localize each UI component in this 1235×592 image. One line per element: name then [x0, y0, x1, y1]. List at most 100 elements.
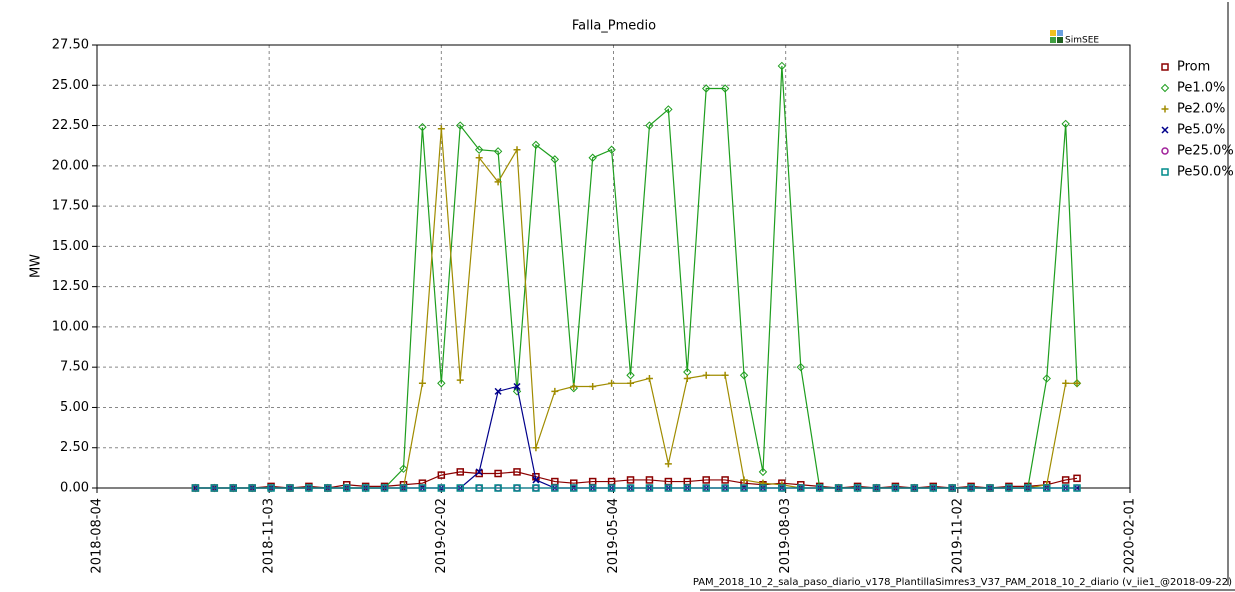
chart-title: Falla_Pmedio [572, 19, 656, 34]
marker [721, 476, 729, 484]
marker [493, 147, 503, 156]
marker [853, 484, 862, 492]
marker [664, 105, 673, 114]
marker [1061, 119, 1070, 129]
y-tick-label: 25.00 [52, 78, 89, 93]
marker [456, 468, 465, 476]
marker [191, 484, 200, 492]
x-tick-label: 2019-08-03 [778, 498, 793, 574]
marker [797, 484, 805, 492]
marker [1073, 474, 1081, 483]
marker [456, 121, 465, 130]
marker [929, 484, 937, 492]
legend-label: Pe50.0% [1177, 165, 1234, 180]
series [191, 484, 1081, 492]
marker [551, 387, 559, 395]
logo-square [1050, 30, 1056, 36]
marker [588, 484, 597, 492]
marker [286, 484, 294, 492]
marker [1061, 484, 1070, 492]
y-tick-label: 2.50 [60, 440, 89, 455]
marker [758, 467, 768, 477]
marker [721, 484, 729, 492]
marker [570, 479, 578, 487]
y-tick-label: 15.00 [52, 239, 89, 254]
marker [513, 484, 521, 492]
x-tick-label: 2018-11-03 [262, 498, 277, 574]
y-tick-label: 20.00 [52, 158, 89, 173]
marker [759, 484, 767, 492]
marker [1073, 379, 1081, 387]
series [191, 382, 1081, 492]
marker [1161, 63, 1169, 71]
marker [1024, 484, 1032, 492]
marker [513, 382, 521, 391]
marker [664, 460, 672, 468]
marker [342, 484, 351, 492]
marker [418, 379, 426, 387]
legend-item: Prom [1161, 60, 1210, 75]
marker [626, 371, 635, 380]
marker [532, 444, 540, 452]
legend-item: Pe5.0% [1161, 123, 1225, 138]
marker [494, 469, 502, 478]
y-tick-label: 7.50 [60, 360, 89, 375]
marker [324, 484, 332, 492]
series [191, 125, 1081, 492]
marker [1073, 484, 1081, 492]
marker [399, 464, 408, 473]
legend-item: Pe2.0% [1161, 102, 1225, 117]
marker [361, 484, 370, 492]
marker [739, 371, 749, 380]
marker [796, 362, 806, 372]
marker [570, 383, 578, 391]
marker [627, 379, 635, 387]
marker [513, 468, 521, 476]
marker [645, 484, 654, 492]
marker [834, 484, 843, 492]
marker [778, 484, 786, 492]
marker [645, 374, 653, 382]
marker [1043, 484, 1051, 492]
marker [305, 484, 313, 492]
marker [702, 476, 710, 484]
marker [701, 84, 711, 93]
marker [607, 484, 616, 492]
marker [891, 484, 900, 492]
legend-label: Pe5.0% [1177, 123, 1225, 138]
marker [683, 374, 691, 382]
marker [1005, 484, 1013, 492]
logo-square [1057, 37, 1063, 43]
marker [475, 484, 483, 492]
marker [740, 476, 748, 484]
marker [418, 479, 427, 487]
marker [720, 84, 730, 93]
marker [1072, 379, 1082, 388]
footer: PAM_2018_10_2_sala_paso_diario_v178_Plan… [693, 577, 1232, 588]
y-axis-label: MW [29, 254, 44, 278]
marker [740, 484, 748, 492]
marker [474, 145, 484, 154]
marker [229, 484, 237, 492]
marker [645, 476, 654, 484]
marker [607, 145, 616, 154]
legend-label: Pe25.0% [1177, 144, 1234, 159]
marker [683, 484, 692, 492]
x-tick-label: 2019-11-02 [950, 498, 965, 574]
marker [1161, 147, 1169, 155]
marker [267, 484, 275, 492]
marker [1062, 379, 1070, 387]
marker [702, 371, 710, 379]
marker [494, 178, 502, 186]
marker [531, 140, 541, 150]
marker [456, 484, 465, 492]
marker [948, 484, 956, 492]
marker [551, 484, 559, 492]
marker [1160, 83, 1170, 93]
marker [399, 484, 408, 492]
marker [248, 484, 256, 492]
y-tick-label: 0.00 [60, 481, 89, 496]
x-tick-label: 2020-02-01 [1123, 498, 1138, 574]
marker [626, 484, 635, 492]
marker [570, 484, 578, 492]
